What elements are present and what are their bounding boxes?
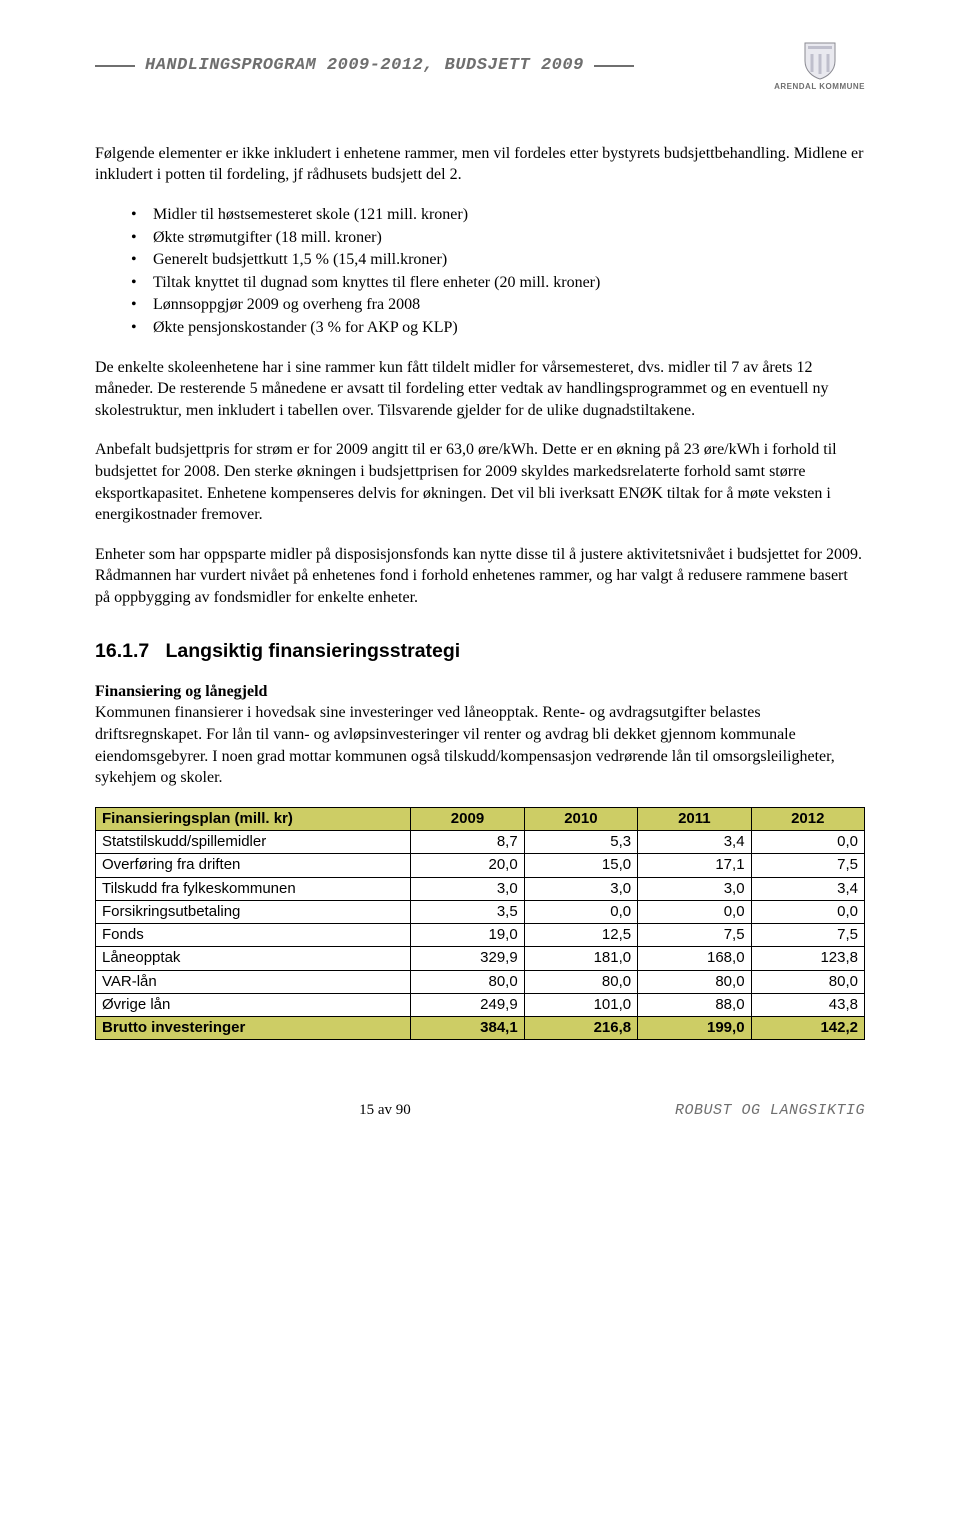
- row-value: 17,1: [638, 854, 751, 877]
- row-value: 168,0: [638, 947, 751, 970]
- row-label: Statstilskudd/spillemidler: [96, 831, 411, 854]
- row-value: 88,0: [638, 993, 751, 1016]
- page-footer: 15 av 90 ROBUST OG LANGSIKTIG: [95, 1100, 865, 1121]
- bullet-item: Tiltak knyttet til dugnad som knyttes ti…: [131, 272, 865, 294]
- header-rule-left: [95, 65, 135, 67]
- row-value: 80,0: [638, 970, 751, 993]
- row-label: Tilskudd fra fylkeskommunen: [96, 877, 411, 900]
- shield-icon: [802, 40, 838, 80]
- crest-label: ARENDAL KOMMUNE: [774, 82, 865, 93]
- row-value: 0,0: [638, 900, 751, 923]
- row-label: Låneopptak: [96, 947, 411, 970]
- row-value: 5,3: [524, 831, 637, 854]
- bullet-item: Økte strømutgifter (18 mill. kroner): [131, 227, 865, 249]
- municipality-crest: ARENDAL KOMMUNE: [774, 40, 865, 93]
- row-value: 12,5: [524, 924, 637, 947]
- table-row: Overføring fra driften20,015,017,17,5: [96, 854, 865, 877]
- row-label: Overføring fra driften: [96, 854, 411, 877]
- section-number: 16.1.7: [95, 640, 149, 662]
- row-value: 80,0: [524, 970, 637, 993]
- financing-table: Finansieringsplan (mill. kr) 2009 2010 2…: [95, 807, 865, 1041]
- paragraph-intro: Følgende elementer er ikke inkludert i e…: [95, 143, 865, 186]
- row-label: VAR-lån: [96, 970, 411, 993]
- row-value: 20,0: [411, 854, 524, 877]
- row-value: 0,0: [524, 900, 637, 923]
- section-title: Langsiktig finansieringsstrategi: [165, 640, 460, 662]
- row-value: 181,0: [524, 947, 637, 970]
- section-heading: 16.1.7 Langsiktig finansieringsstrategi: [95, 638, 865, 664]
- row-value: 80,0: [411, 970, 524, 993]
- row-value: 3,5: [411, 900, 524, 923]
- total-label: Brutto investeringer: [96, 1017, 411, 1040]
- table-header-label: Finansieringsplan (mill. kr): [96, 807, 411, 830]
- row-value: 0,0: [751, 900, 864, 923]
- row-value: 123,8: [751, 947, 864, 970]
- table-row: Låneopptak329,9181,0168,0123,8: [96, 947, 865, 970]
- table-header-year: 2011: [638, 807, 751, 830]
- row-value: 80,0: [751, 970, 864, 993]
- row-label: Forsikringsutbetaling: [96, 900, 411, 923]
- bullet-item: Midler til høstsemesteret skole (121 mil…: [131, 204, 865, 226]
- row-value: 15,0: [524, 854, 637, 877]
- table-row: Forsikringsutbetaling3,50,00,00,0: [96, 900, 865, 923]
- bullet-item: Økte pensjonskostander (3 % for AKP og K…: [131, 317, 865, 339]
- table-header-year: 2012: [751, 807, 864, 830]
- table-total-row: Brutto investeringer384,1216,8199,0142,2: [96, 1017, 865, 1040]
- footer-slogan: ROBUST OG LANGSIKTIG: [675, 1101, 865, 1121]
- table-row: Fonds19,012,57,57,5: [96, 924, 865, 947]
- page-number: 15 av 90: [359, 1100, 411, 1120]
- page-header: HANDLINGSPROGRAM 2009-2012, BUDSJETT 200…: [95, 40, 865, 93]
- paragraph-energy: Anbefalt budsjettpris for strøm er for 2…: [95, 439, 865, 525]
- row-value: 101,0: [524, 993, 637, 1016]
- bullet-item: Lønnsoppgjør 2009 og overheng fra 2008: [131, 294, 865, 316]
- paragraph-funds: Enheter som har oppsparte midler på disp…: [95, 544, 865, 609]
- row-value: 3,4: [751, 877, 864, 900]
- row-value: 7,5: [751, 924, 864, 947]
- table-header-year: 2009: [411, 807, 524, 830]
- row-value: 3,0: [524, 877, 637, 900]
- total-value: 142,2: [751, 1017, 864, 1040]
- paragraph-financing: Kommunen finansierer i hovedsak sine inv…: [95, 702, 865, 788]
- row-label: Fonds: [96, 924, 411, 947]
- table-header-row: Finansieringsplan (mill. kr) 2009 2010 2…: [96, 807, 865, 830]
- table-header-year: 2010: [524, 807, 637, 830]
- row-value: 7,5: [638, 924, 751, 947]
- paragraph-schools: De enkelte skoleenhetene har i sine ramm…: [95, 357, 865, 422]
- total-value: 384,1: [411, 1017, 524, 1040]
- header-rule-right: [594, 65, 634, 67]
- total-value: 216,8: [524, 1017, 637, 1040]
- row-value: 329,9: [411, 947, 524, 970]
- row-value: 3,0: [638, 877, 751, 900]
- bullet-item: Generelt budsjettkutt 1,5 % (15,4 mill.k…: [131, 249, 865, 271]
- bullet-list: Midler til høstsemesteret skole (121 mil…: [95, 204, 865, 339]
- row-value: 3,4: [638, 831, 751, 854]
- row-value: 249,9: [411, 993, 524, 1016]
- row-value: 3,0: [411, 877, 524, 900]
- row-value: 43,8: [751, 993, 864, 1016]
- table-row: Tilskudd fra fylkeskommunen3,03,03,03,4: [96, 877, 865, 900]
- row-value: 8,7: [411, 831, 524, 854]
- table-row: Statstilskudd/spillemidler8,75,33,40,0: [96, 831, 865, 854]
- subheading-financing: Finansiering og lånegjeld: [95, 681, 865, 703]
- table-row: VAR-lån80,080,080,080,0: [96, 970, 865, 993]
- header-title: HANDLINGSPROGRAM 2009-2012, BUDSJETT 200…: [145, 55, 584, 78]
- row-value: 0,0: [751, 831, 864, 854]
- total-value: 199,0: [638, 1017, 751, 1040]
- table-row: Øvrige lån249,9101,088,043,8: [96, 993, 865, 1016]
- row-value: 7,5: [751, 854, 864, 877]
- row-value: 19,0: [411, 924, 524, 947]
- row-label: Øvrige lån: [96, 993, 411, 1016]
